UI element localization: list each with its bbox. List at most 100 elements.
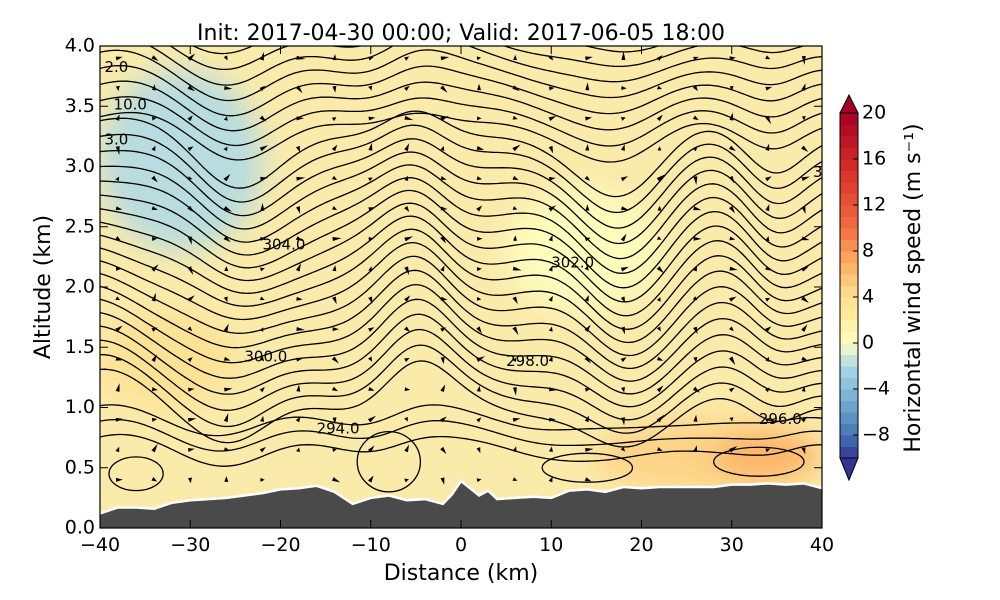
- wind-vector: [513, 54, 518, 61]
- wind-vector: [296, 206, 301, 214]
- wind-vector: [223, 323, 229, 332]
- colorbar-segment: [840, 239, 858, 252]
- wind-vector: [585, 82, 590, 91]
- wind-vector: [801, 416, 808, 423]
- wind-vector: [584, 266, 589, 271]
- contour-label: 304.0: [262, 235, 305, 253]
- wind-vector: [801, 55, 806, 65]
- wind-vector: [476, 447, 481, 454]
- wind-vector: [259, 356, 265, 362]
- wind-vector: [368, 56, 374, 61]
- wind-vector: [151, 327, 158, 332]
- wind-vector: [295, 416, 301, 423]
- wind-vector: [693, 236, 702, 241]
- wind-vector: [332, 417, 337, 425]
- wind-vector: [621, 86, 627, 91]
- wind-vector: [331, 175, 338, 181]
- wind-vector: [260, 477, 265, 482]
- y-tick-label: 3.5: [65, 95, 95, 117]
- colorbar-segment: [840, 343, 858, 355]
- wind-speed-region: [506, 190, 660, 312]
- contour-label: 306: [813, 163, 842, 181]
- contour-line: [100, 80, 822, 132]
- wind-vector: [512, 206, 518, 210]
- wind-vector: [115, 114, 120, 121]
- wind-vector: [729, 236, 736, 241]
- wind-vector: [585, 116, 593, 121]
- wind-vector: [404, 387, 411, 392]
- wind-vector: [620, 144, 625, 151]
- contour-line: [356, 430, 422, 493]
- wind-vector: [801, 176, 810, 182]
- wind-vector: [259, 115, 267, 122]
- wind-vector: [151, 264, 159, 272]
- wind-vector: [296, 176, 306, 181]
- wind-vector: [187, 115, 193, 122]
- wind-vector: [548, 205, 557, 212]
- wind-vector: [440, 115, 450, 121]
- wind-vector: [151, 84, 156, 91]
- wind-vector: [729, 356, 736, 366]
- colorbar-segment: [840, 285, 858, 298]
- wind-vector: [368, 266, 373, 272]
- x-tick-label: 40: [810, 534, 834, 556]
- contour-line: [100, 177, 822, 274]
- wind-vector: [332, 237, 342, 241]
- y-tick-label: 0.5: [65, 456, 95, 478]
- wind-vector: [620, 117, 626, 121]
- wind-vector: [404, 444, 410, 453]
- wind-vector: [693, 414, 698, 422]
- wind-vector: [729, 86, 734, 91]
- wind-vector: [331, 205, 338, 211]
- wind-vector: [224, 476, 229, 482]
- wind-vector: [512, 266, 522, 271]
- colorbar-segment: [840, 366, 858, 378]
- wind-vector: [729, 112, 734, 121]
- colorbar-segment: [840, 400, 858, 413]
- contour-line: [100, 298, 822, 395]
- wind-vector: [512, 115, 518, 120]
- wind-vector: [187, 205, 194, 213]
- x-tick-label: −20: [260, 534, 300, 556]
- wind-vector: [656, 266, 665, 274]
- wind-vector: [187, 53, 196, 61]
- wind-vector: [440, 446, 447, 455]
- wind-vector: [187, 266, 194, 276]
- colorbar-segment: [840, 193, 858, 206]
- wind-vector: [693, 357, 698, 363]
- wind-vector: [765, 326, 772, 332]
- colorbar-segment: [840, 159, 858, 171]
- wind-vector: [296, 326, 306, 331]
- wind-vector: [621, 206, 629, 211]
- colorbar: −8 −4 0 4 8 12 16 20: [839, 93, 890, 482]
- contour-line: [100, 110, 822, 198]
- colorbar-tick-label: 4: [862, 286, 874, 308]
- wind-vector: [440, 357, 445, 365]
- contour-line: [100, 124, 822, 214]
- y-axis: 0.0 0.5 1.0 1.5 2.0 2.5 3.0 3.5 4.0: [65, 35, 822, 539]
- wind-vector: [404, 143, 410, 152]
- wind-vector: [585, 204, 590, 211]
- x-tick-label: 10: [539, 534, 563, 556]
- wind-vector: [548, 446, 553, 452]
- wind-vector: [259, 296, 265, 301]
- wind-vector: [368, 142, 373, 151]
- wind-vector: [765, 448, 771, 453]
- wind-vector: [801, 266, 809, 272]
- wind-vector: [440, 327, 447, 332]
- wind-vector: [512, 477, 518, 481]
- wind-vector: [440, 206, 448, 211]
- wind-vector: [512, 175, 519, 181]
- wind-vector: [440, 56, 450, 61]
- wind-vector: [801, 236, 810, 241]
- wind-vector: [692, 85, 698, 92]
- wind-vector: [259, 446, 266, 453]
- wind-vector: [223, 356, 231, 361]
- wind-vector: [620, 176, 629, 182]
- wind-vector: [584, 477, 592, 482]
- colorbar-segment: [840, 147, 858, 160]
- wind-vector: [440, 477, 445, 485]
- colorbar-segment: [840, 262, 858, 275]
- wind-vector: [296, 357, 303, 362]
- wind-vector: [656, 54, 663, 61]
